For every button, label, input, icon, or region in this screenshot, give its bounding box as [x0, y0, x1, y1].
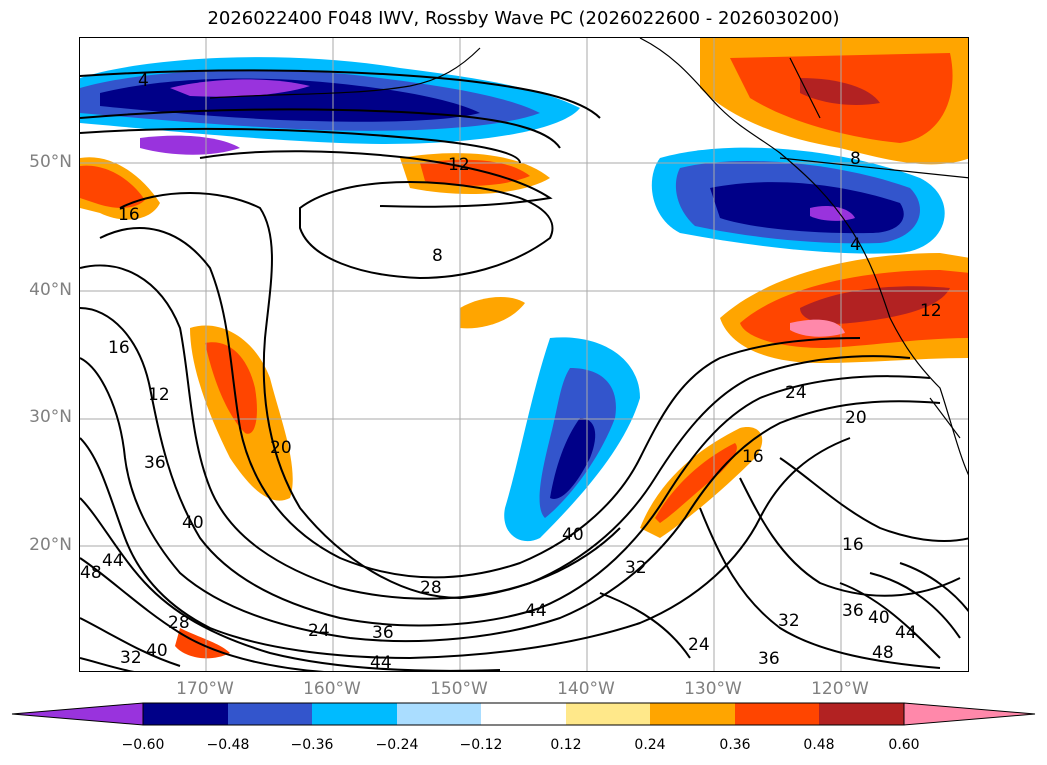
lat-label: 20°N: [29, 535, 72, 555]
contour-label: 36: [144, 453, 166, 473]
iwv-contours: [80, 69, 968, 671]
map-svg: 4 12 16 8 8 4 12 16 12 36 20 24 20 16 16…: [80, 38, 968, 672]
map-title: 2026022400 F048 IWV, Rossby Wave PC (202…: [207, 8, 840, 29]
colorbar-segment: [735, 703, 819, 725]
contour-label: 44: [525, 601, 547, 621]
contour-label: 36: [842, 601, 864, 621]
colorbar-tick: −0.24: [375, 737, 419, 753]
colorbar-tick: 0.12: [550, 737, 582, 753]
contour-label: 16: [118, 205, 140, 225]
contour-labels: 4 12 16 8 8 4 12 16 12 36 20 24 20 16 16…: [80, 71, 942, 672]
lon-label: 140°W: [557, 679, 615, 699]
contour-label: 8: [850, 149, 861, 169]
contour-label: 24: [688, 635, 710, 655]
contour-label: 44: [370, 653, 392, 672]
contour-label: 24: [785, 383, 807, 403]
map-panel: 4 12 16 8 8 4 12 16 12 36 20 24 20 16 16…: [79, 37, 969, 672]
colorbar-segment: [11, 702, 144, 726]
colorbar-segment: [312, 703, 397, 725]
lon-label: 150°W: [430, 679, 488, 699]
colorbar-segment: [481, 703, 566, 725]
colorbar-segment: [397, 703, 481, 725]
contour-label: 24: [308, 621, 330, 641]
contour-label: 20: [845, 408, 867, 428]
contour-label: 40: [562, 525, 584, 545]
contour-label: 48: [80, 563, 102, 583]
contour-label: 16: [842, 535, 864, 555]
contour-label: 4: [850, 235, 861, 255]
lon-label: 130°W: [684, 679, 742, 699]
contour-label: 28: [420, 578, 442, 598]
colorbar-segment: [650, 703, 735, 725]
contour-label: 4: [138, 71, 149, 91]
coastlines: [209, 38, 968, 476]
contour-label: 44: [895, 623, 917, 643]
contour-label: 40: [146, 641, 168, 661]
colorbar-tick: −0.36: [290, 737, 334, 753]
colorbar-tick: −0.12: [459, 737, 503, 753]
lon-label: 160°W: [303, 679, 361, 699]
contour-label: 12: [148, 385, 170, 405]
lon-label: 120°W: [811, 679, 869, 699]
contour-label: 40: [868, 608, 890, 628]
colorbar-segment: [819, 703, 904, 725]
contour-label: 12: [448, 155, 470, 175]
contour-label: 8: [432, 246, 443, 266]
colorbar-segment: [228, 703, 312, 725]
contour-label: 32: [120, 648, 142, 668]
contour-label: 16: [108, 338, 130, 358]
lat-label: 50°N: [29, 152, 72, 172]
colorbar-tick: 0.24: [634, 737, 666, 753]
contour-label: 36: [758, 649, 780, 669]
contour-label: 12: [920, 301, 942, 321]
contour-label: 40: [182, 513, 204, 533]
lon-label: 170°W: [176, 679, 234, 699]
lat-label: 40°N: [29, 280, 72, 300]
contour-label: 16: [742, 447, 764, 467]
colorbar-tick: 0.60: [888, 737, 920, 753]
colorbar-segment: [566, 703, 650, 725]
lat-label: 30°N: [29, 407, 72, 427]
colorbar-tick: 0.48: [803, 737, 835, 753]
contour-label: 36: [372, 623, 394, 643]
contour-label: 32: [778, 611, 800, 631]
colorbar-tick: 0.36: [719, 737, 751, 753]
contour-label: 28: [168, 613, 190, 633]
contour-label: 48: [872, 643, 894, 663]
contour-label: 32: [625, 558, 647, 578]
colorbar-tick: −0.48: [206, 737, 250, 753]
colorbar: [11, 702, 1036, 726]
contour-label: 44: [102, 551, 124, 571]
colorbar-segment: [143, 703, 228, 725]
anomaly-shading: [80, 38, 968, 659]
colorbar-tick: −0.60: [121, 737, 165, 753]
colorbar-segment: [903, 702, 1036, 726]
contour-label: 20: [270, 438, 292, 458]
